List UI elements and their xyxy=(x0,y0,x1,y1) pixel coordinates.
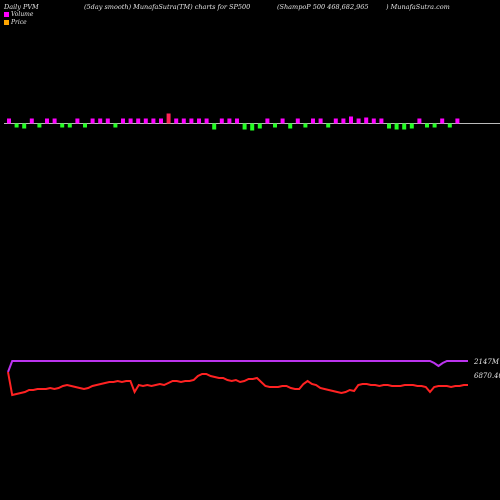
volume-bar xyxy=(52,118,57,124)
volume-bar xyxy=(227,118,232,124)
volume-bar xyxy=(90,118,95,124)
volume-bar xyxy=(37,123,42,128)
volume-bar xyxy=(121,118,125,124)
volume-line xyxy=(7,360,468,373)
volume-bar xyxy=(204,118,209,124)
volume-bar xyxy=(326,123,331,128)
volume-bar xyxy=(265,118,270,124)
price-line xyxy=(7,371,468,397)
volume-bar xyxy=(98,118,103,124)
volume-bar xyxy=(349,116,353,124)
volume-bar xyxy=(394,123,399,130)
volume-bar xyxy=(159,118,163,124)
volume-bar xyxy=(212,123,217,130)
volume-bar xyxy=(455,118,460,124)
volume-bar xyxy=(250,123,255,131)
volume-value-label: 2147M xyxy=(473,358,500,366)
legend-price: Price xyxy=(4,19,27,26)
volume-bar xyxy=(60,123,65,128)
volume-bar xyxy=(387,123,391,129)
volume-bar xyxy=(318,118,323,124)
volume-bar xyxy=(257,123,262,129)
legend-volume-swatch xyxy=(4,12,9,17)
volume-bar xyxy=(333,118,338,124)
volume-bar xyxy=(105,118,110,124)
volume-bar xyxy=(151,118,156,124)
legend-price-label: Price xyxy=(11,19,27,26)
volume-bar xyxy=(67,123,72,128)
volume-bar xyxy=(409,123,414,129)
volume-bar xyxy=(341,118,346,124)
volume-bar xyxy=(432,123,437,128)
volume-bar xyxy=(311,118,315,124)
volume-bar xyxy=(371,118,376,124)
volume-bar xyxy=(75,118,80,124)
site-name: ) MunafaSutra.com xyxy=(386,3,450,11)
volume-bar xyxy=(303,123,308,128)
volume-bar xyxy=(417,118,422,124)
volume-bar xyxy=(113,123,118,128)
volume-bar xyxy=(447,123,452,128)
volume-bar xyxy=(14,123,19,128)
volume-bar xyxy=(219,118,224,124)
volume-bar xyxy=(379,118,384,124)
volume-bar xyxy=(45,118,49,124)
volume-bar xyxy=(136,118,141,124)
price-value-label: 6870.40 xyxy=(474,372,500,380)
volume-bar xyxy=(174,118,179,124)
chart-subtitle: (5day smooth) MunafaSutra(TM) charts for… xyxy=(84,3,251,11)
volume-bar xyxy=(440,118,445,124)
volume-bar xyxy=(197,118,201,124)
volume-bar xyxy=(288,123,293,129)
volume-bar xyxy=(425,123,429,128)
volume-bar xyxy=(181,118,186,124)
chart-info: (ShampoP 500 468,682,965 xyxy=(277,3,369,11)
volume-bars xyxy=(7,113,460,131)
legend-price-swatch xyxy=(4,20,9,25)
volume-bar xyxy=(29,118,34,124)
volume-bar xyxy=(22,123,27,129)
volume-bar xyxy=(128,118,133,124)
volume-bar xyxy=(364,117,369,124)
volume-bar xyxy=(242,123,247,130)
volume-bar xyxy=(295,118,300,124)
legend-volume-label: Volume xyxy=(11,11,34,18)
volume-bar xyxy=(7,118,11,124)
volume-bar xyxy=(356,118,361,124)
volume-bar xyxy=(143,118,148,124)
volume-bar xyxy=(402,123,407,130)
volume-bar xyxy=(235,118,239,124)
volume-bar xyxy=(189,118,194,124)
volume-bar xyxy=(83,123,87,128)
legend-volume: Volume xyxy=(4,11,33,18)
volume-bar xyxy=(166,113,171,124)
chart-title: Daily PVM xyxy=(4,3,39,11)
volume-bar xyxy=(273,123,277,128)
volume-bar xyxy=(280,118,285,124)
